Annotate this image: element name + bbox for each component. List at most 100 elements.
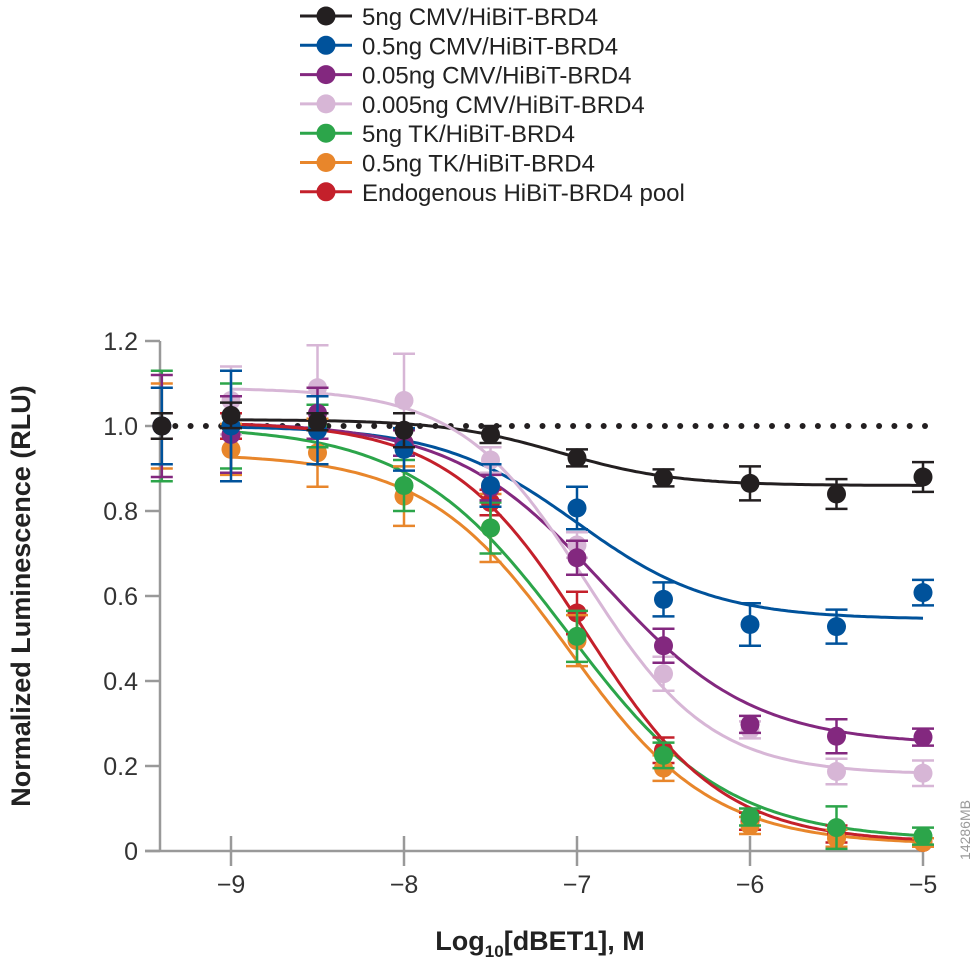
data-point (567, 448, 587, 468)
data-point (394, 439, 414, 459)
legend-item: 5ng TK/HiBiT-BRD4 (300, 121, 575, 148)
x-tick-label: −8 (390, 871, 419, 899)
reference-dot (753, 423, 760, 429)
legend-item: 0.05ng CMV/HiBiT-BRD4 (300, 63, 631, 90)
reference-dot (876, 423, 883, 429)
y-tick-label: 0.4 (103, 668, 138, 696)
data-point (654, 636, 673, 656)
reference-dot (172, 423, 179, 429)
y-tick-label: 0 (124, 838, 138, 866)
legend-item: 0.5ng CMV/HiBiT-BRD4 (300, 33, 618, 60)
reference-dot (554, 423, 561, 429)
y-tick-label: 0.6 (103, 583, 138, 611)
data-point (481, 518, 500, 538)
reference-dot (922, 423, 928, 429)
data-point (740, 473, 760, 493)
x-tick-label: −5 (909, 871, 938, 899)
legend-marker (316, 182, 336, 202)
reference-dot (769, 423, 775, 429)
data-point (913, 583, 933, 603)
data-point (567, 548, 587, 568)
legend-marker (316, 35, 336, 55)
data-point (740, 614, 760, 634)
data-point (913, 467, 933, 487)
reference-dot (570, 423, 577, 429)
data-point (827, 726, 846, 746)
reference-dot (524, 423, 531, 429)
reference-dot (616, 423, 622, 429)
reference-dot (600, 423, 607, 429)
reference-dot (539, 423, 546, 429)
data-point (567, 498, 587, 518)
legend-label: 5ng CMV/HiBiT-BRD4 (362, 4, 598, 31)
data-point (740, 714, 760, 734)
series-points (150, 373, 934, 755)
y-tick-label: 0.2 (103, 753, 138, 781)
data-point (481, 425, 500, 444)
data-point (827, 818, 846, 838)
legend-marker (316, 153, 336, 172)
reference-dot (631, 423, 638, 429)
data-point (152, 416, 172, 436)
reference-dot (187, 423, 194, 429)
series-points (150, 382, 934, 852)
legend-marker (316, 94, 336, 114)
data-point (308, 412, 327, 432)
legend-label: 0.05ng CMV/HiBiT-BRD4 (362, 63, 631, 90)
reference-dot (723, 423, 730, 429)
reference-dot (677, 423, 684, 429)
data-point (740, 807, 760, 827)
fit-curve (230, 422, 924, 742)
reference-dot (707, 423, 714, 429)
reference-dot (340, 423, 347, 429)
legend-marker (316, 65, 336, 85)
reference-dot (784, 423, 791, 429)
reference-dot (799, 423, 806, 429)
y-tick-label: 1.0 (103, 413, 138, 441)
reference-dot (355, 423, 362, 429)
legend-marker (316, 6, 336, 26)
y-axis-label: Normalized Luminescence (RLU) (6, 385, 36, 807)
x-axis-label-rest: [dBET1], M (504, 926, 645, 956)
legend-label: 0.5ng CMV/HiBiT-BRD4 (362, 33, 618, 60)
x-axis-label-main: Log (435, 926, 484, 956)
reference-dot (860, 423, 867, 429)
series-points (150, 412, 934, 852)
reference-dot (845, 423, 852, 429)
data-point (221, 405, 241, 425)
data-point (827, 762, 846, 782)
reference-dot (906, 423, 913, 429)
legend-label: 0.005ng CMV/HiBiT-BRD4 (362, 92, 645, 119)
reference-dot (508, 423, 515, 429)
x-tick-label: −6 (736, 871, 765, 899)
reference-dot (463, 423, 469, 429)
series-points (150, 401, 934, 511)
legend-label: 0.5ng TK/HiBiT-BRD4 (362, 151, 595, 178)
y-tick-label: 1.2 (103, 328, 138, 356)
data-point (913, 763, 933, 783)
reference-dot (891, 423, 898, 429)
legend-marker (316, 123, 336, 143)
data-point (913, 727, 933, 747)
axes: 0 0.2 0.4 0.6 0.8 1.0 1.2 −9 −8 −7 −6 −5 (103, 328, 937, 899)
reference-dot (585, 423, 592, 429)
reference-dot (692, 423, 699, 429)
reference-dot (738, 423, 745, 429)
legend-label: Endogenous HiBiT-BRD4 pool (362, 180, 685, 207)
watermark: 14286MB (957, 800, 973, 860)
data-point (394, 420, 414, 440)
x-tick-label: −9 (217, 871, 246, 899)
data-point (654, 664, 673, 684)
legend-item: Endogenous HiBiT-BRD4 pool (300, 180, 685, 207)
x-tick-label: −7 (563, 871, 592, 899)
x-axis-label-sub: 10 (485, 942, 504, 961)
data-point (654, 589, 673, 609)
reference-dot (371, 423, 378, 429)
legend-item: 0.5ng TK/HiBiT-BRD4 (300, 151, 595, 178)
series-points (150, 369, 934, 647)
data-point (567, 626, 587, 646)
data-point (913, 826, 933, 846)
reference-dot (830, 423, 837, 429)
